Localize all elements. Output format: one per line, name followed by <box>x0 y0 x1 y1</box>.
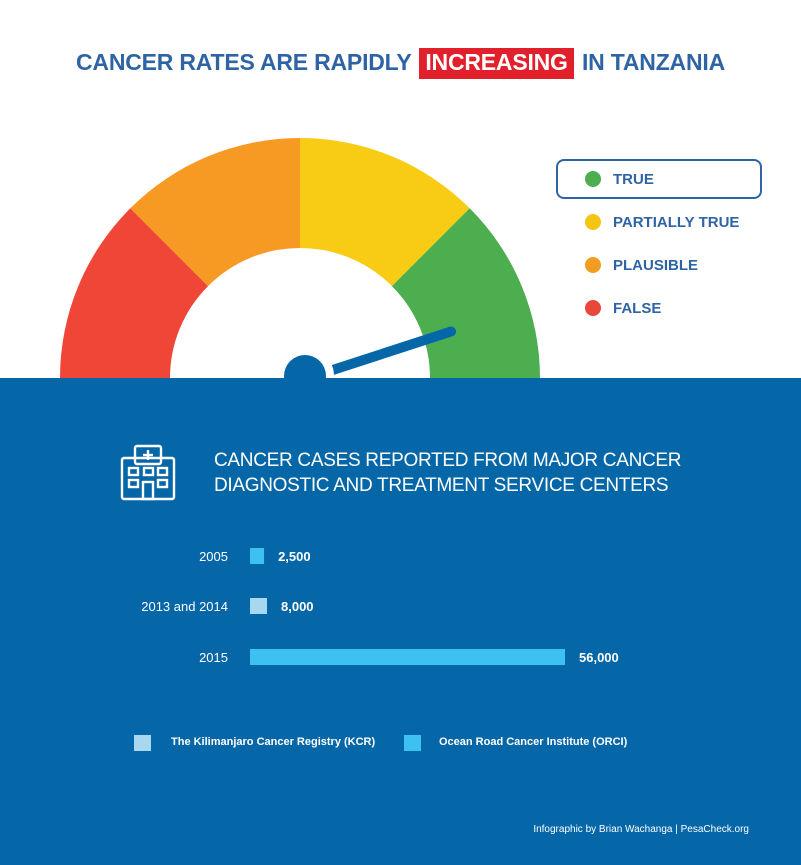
value-label: 2,500 <box>278 549 311 564</box>
rating-legend-item-partially-true: PARTIALLY TRUE <box>556 202 762 242</box>
panel-title: CANCER CASES REPORTED FROM MAJOR CANCER … <box>214 448 682 498</box>
category-label: 2015 <box>199 650 228 665</box>
series-legend: The Kilimanjaro Cancer Registry (KCR) Oce… <box>0 378 801 865</box>
hospital-icon <box>120 444 176 501</box>
headline-highlight: INCREASING <box>419 48 574 79</box>
rating-legend-label: PLAUSIBLE <box>613 256 699 274</box>
rating-dot-icon <box>585 214 601 230</box>
gauge-segment-partially-true <box>300 138 470 287</box>
series-swatch <box>404 735 421 751</box>
chart-panel: CANCER CASES REPORTED FROM MAJOR CANCER … <box>0 378 801 865</box>
value-label: 8,000 <box>281 599 314 614</box>
rating-legend-label: PARTIALLY TRUE <box>613 213 740 231</box>
headline: CANCER RATES ARE RAPIDLY INCREASING IN T… <box>0 48 801 79</box>
bar <box>250 548 265 564</box>
rating-legend-label: TRUE <box>613 170 654 188</box>
rating-legend-item-false: FALSE <box>556 288 762 328</box>
rating-legend-label: FALSE <box>613 299 662 317</box>
headline-before: CANCER RATES ARE RAPIDLY <box>76 49 412 75</box>
series-swatch <box>134 735 151 751</box>
headline-after: IN TANZANIA <box>581 49 725 75</box>
rating-dot-icon <box>585 171 601 187</box>
bar <box>250 649 565 665</box>
gauge-segment-false <box>60 208 209 378</box>
category-label: 2013 and 2014 <box>141 599 228 614</box>
rating-legend-item-plausible: PLAUSIBLE <box>556 245 762 285</box>
gauge-segment-plausible <box>130 138 300 287</box>
rating-dot-icon <box>585 300 601 316</box>
credit: Infographic by Brian Wachanga | PesaChec… <box>533 824 749 835</box>
value-label: 56,000 <box>579 650 619 665</box>
series-legend-label: Ocean Road Cancer Institute (ORCI) <box>439 736 628 748</box>
panel-title-line1: CANCER CASES REPORTED FROM MAJOR CANCER <box>214 450 682 471</box>
panel-title-line2: DIAGNOSTIC AND TREATMENT SERVICE CENTERS <box>214 475 669 496</box>
category-label: 2005 <box>199 549 228 564</box>
cases-bar-chart: 2005 2,500 2013 and 2014 8,000 2015 56,000 <box>141 548 619 665</box>
rating-legend: TRUE PARTIALLY TRUE PLAUSIBLE FALSE <box>556 159 762 331</box>
rating-legend-item-true: TRUE <box>556 159 762 199</box>
series-legend-label: The Kilimanjaro Cancer Registry (KCR) <box>171 736 376 748</box>
bar <box>250 598 267 614</box>
rating-dot-icon <box>585 257 601 273</box>
